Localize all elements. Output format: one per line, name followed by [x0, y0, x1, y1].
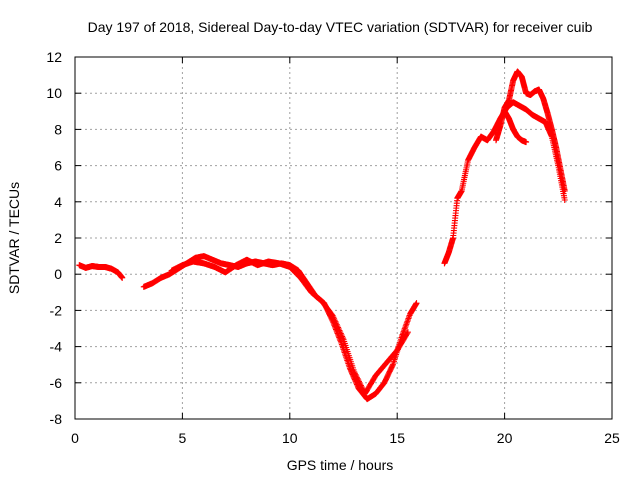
y-tick-label: -8: [50, 411, 63, 427]
data-point-marker: [352, 371, 359, 378]
data-point-marker: [119, 274, 126, 281]
y-tick-label: 2: [54, 230, 62, 246]
x-tick-label: 0: [71, 430, 79, 446]
y-tick-label: 6: [54, 158, 62, 174]
x-tick-labels: 0 5 10 15 20 25: [71, 430, 620, 446]
series-arc-3b: [493, 68, 568, 194]
data-point-marker: [404, 330, 411, 337]
y-tick-label: -4: [50, 339, 63, 355]
chart-title: Day 197 of 2018, Sidereal Day-to-day VTE…: [88, 19, 593, 35]
data-point-marker: [353, 373, 360, 380]
data-point-marker: [357, 382, 364, 389]
data-point-marker: [523, 139, 530, 146]
data-point-marker: [358, 383, 365, 390]
data-point-marker: [354, 375, 361, 382]
data-point-marker: [355, 378, 362, 385]
y-tick-label: -2: [50, 302, 63, 318]
data-point-marker: [356, 379, 363, 386]
series-arc-1: [76, 262, 126, 281]
x-tick-label: 5: [179, 430, 187, 446]
x-tick-label: 25: [604, 430, 620, 446]
data-point-marker: [359, 385, 366, 392]
data-point-marker: [351, 370, 358, 377]
series-arc-2b: [168, 256, 411, 397]
x-tick-label: 20: [497, 430, 513, 446]
data-point-marker: [404, 329, 411, 336]
series-arc-3c: [501, 108, 530, 146]
data-points: [76, 68, 568, 403]
x-tick-label: 15: [389, 430, 405, 446]
data-point-marker: [413, 300, 420, 307]
y-tick-label: 8: [54, 121, 62, 137]
data-point-marker: [357, 381, 364, 388]
x-tick-label: 10: [282, 430, 298, 446]
y-tick-labels: -8 -6 -4 -2 0 2 4 6 8 10 12: [46, 49, 62, 427]
y-tick-label: -6: [50, 375, 63, 391]
y-tick-label: 4: [54, 194, 62, 210]
axis-ticks: [74, 56, 613, 420]
data-point-marker: [561, 187, 568, 194]
data-point-marker: [561, 196, 568, 203]
data-point-marker: [355, 377, 362, 384]
y-axis-label: SDTVAR / TECUs: [6, 182, 22, 294]
data-point-marker: [351, 368, 358, 375]
y-tick-label: 12: [46, 49, 62, 65]
y-tick-label: 10: [46, 85, 62, 101]
data-point-marker: [353, 374, 360, 381]
y-tick-label: 0: [54, 266, 62, 282]
x-axis-label: GPS time / hours: [287, 457, 394, 473]
